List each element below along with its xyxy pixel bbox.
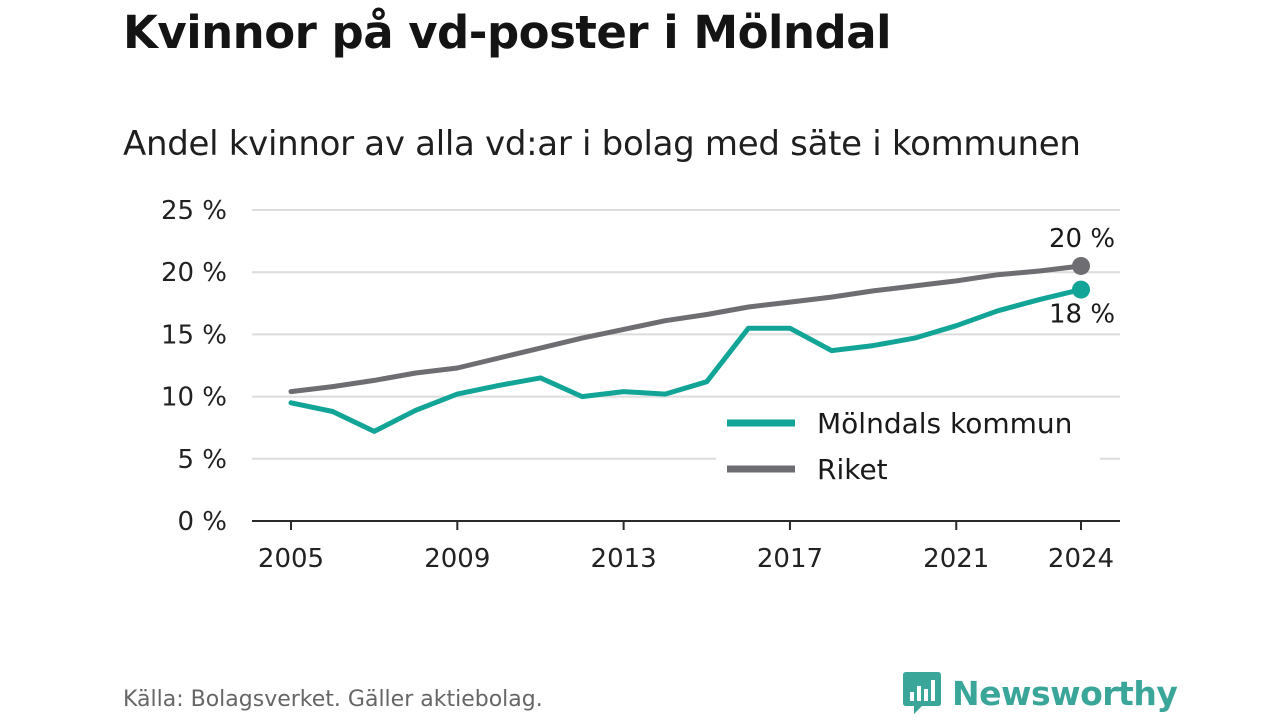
x-tick-label: 2013 xyxy=(591,544,657,574)
end-label-riket: 20 % xyxy=(1049,224,1115,254)
end-label-molndal: 18 % xyxy=(1049,300,1115,330)
end-point-molndal xyxy=(1072,280,1090,299)
legend-background xyxy=(716,401,1100,497)
bar-chart-speech-bubble-icon xyxy=(903,672,941,714)
y-tick-label: 0 % xyxy=(177,507,227,537)
chart-subtitle: Andel kvinnor av alla vd:ar i bolag med … xyxy=(123,124,1081,164)
series-line-riket xyxy=(288,263,1084,395)
x-tick-label: 2009 xyxy=(424,544,490,574)
legend-label-molndal: Mölndals kommun xyxy=(817,407,1072,440)
y-axis-ticks: 0 % 5 % 10 % 15 % 20 % 25 % xyxy=(161,196,227,537)
y-tick-label: 15 % xyxy=(161,320,227,350)
series-line-molndal xyxy=(288,287,1084,434)
y-tick-label: 5 % xyxy=(177,445,227,475)
legend-label-riket: Riket xyxy=(817,453,888,486)
end-point-riket xyxy=(1072,256,1090,275)
y-tick-label: 20 % xyxy=(161,258,227,288)
x-axis-ticks: 2005 2009 2013 2017 2021 2024 xyxy=(258,521,1114,574)
legend: Mölndals kommun Riket xyxy=(716,401,1100,497)
x-tick-label: 2017 xyxy=(757,544,823,574)
brand-name: Newsworthy xyxy=(952,673,1178,713)
brand-logo: Newsworthy xyxy=(902,670,1178,716)
end-labels: 20 % 18 % xyxy=(1049,224,1115,330)
x-tick-label: 2024 xyxy=(1048,544,1114,574)
source-note: Källa: Bolagsverket. Gäller aktiebolag. xyxy=(123,687,543,712)
chart-title: Kvinnor på vd-poster i Mölndal xyxy=(123,6,892,59)
x-tick-label: 2021 xyxy=(923,544,989,574)
grid-lines xyxy=(252,209,1120,460)
series xyxy=(288,256,1090,434)
y-tick-label: 10 % xyxy=(161,383,227,413)
y-tick-label: 25 % xyxy=(161,196,227,226)
x-tick-label: 2005 xyxy=(258,544,324,574)
